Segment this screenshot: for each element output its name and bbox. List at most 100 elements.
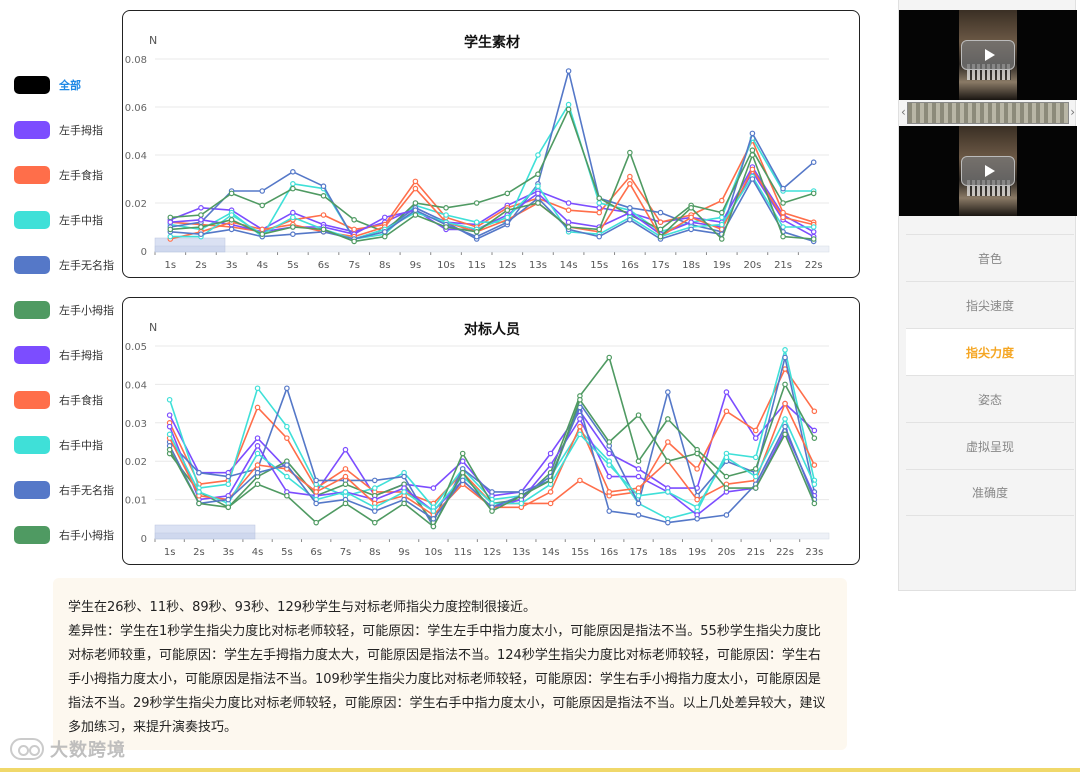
data-point (473, 233, 480, 240)
legend-swatch (14, 390, 50, 409)
menu-item[interactable]: 虚拟呈现 (906, 422, 1074, 469)
legend-item[interactable]: 左手中指 (14, 197, 119, 242)
data-point (811, 500, 818, 507)
data-point (371, 508, 378, 514)
data-point (228, 190, 235, 197)
data-point (166, 446, 173, 453)
legend-item[interactable]: 左手小拇指 (14, 287, 119, 332)
data-point (565, 106, 572, 113)
data-point (430, 516, 437, 522)
y-tick-label: 0.06 (125, 103, 147, 114)
data-point (752, 473, 759, 480)
x-tick-label: 8s (379, 260, 391, 271)
data-point (694, 496, 700, 503)
data-point (342, 489, 349, 495)
data-point (518, 500, 525, 507)
video-scrubber[interactable] (901, 102, 1075, 124)
data-point (665, 519, 671, 526)
legend-item[interactable]: 左手无名指 (14, 242, 119, 287)
legend-label: 左手拇指 (59, 123, 103, 137)
data-point (259, 231, 266, 238)
data-point (351, 217, 357, 223)
summary-similarity: 学生在26秒、11秒、89秒、93秒、129秒学生与对标老师指尖力度控制很接近。 (68, 600, 536, 615)
data-point (657, 219, 664, 226)
data-point (290, 185, 296, 192)
data-point (718, 221, 725, 228)
data-point (718, 236, 725, 242)
legend-swatch (14, 165, 50, 184)
data-point (782, 381, 788, 388)
legend-item[interactable]: 右手拇指 (14, 332, 119, 377)
benchmark-video[interactable] (899, 126, 1077, 216)
data-point (284, 385, 290, 392)
data-point (504, 219, 511, 226)
data-point (381, 233, 388, 240)
data-point (723, 389, 730, 395)
data-point (723, 485, 730, 491)
legend-item[interactable]: 左手拇指 (14, 107, 119, 152)
data-point (518, 492, 525, 499)
legend-item[interactable]: 全部 (14, 62, 119, 107)
data-point (635, 412, 642, 418)
x-tick-label: 7s (348, 260, 360, 271)
legend-item[interactable]: 右手小拇指 (14, 512, 119, 557)
data-point (752, 435, 759, 441)
data-point (401, 489, 407, 495)
x-tick-label: 4s (252, 547, 264, 558)
menu-item[interactable]: 准确度 (906, 469, 1074, 516)
legend-item[interactable]: 右手中指 (14, 422, 119, 467)
data-point (752, 466, 759, 472)
play-button[interactable] (961, 156, 1015, 186)
data-point (371, 485, 378, 491)
legend-item[interactable]: 左手食指 (14, 152, 119, 197)
x-tick-label: 21s (747, 547, 765, 558)
y-axis-unit: N (149, 321, 157, 334)
legend-label: 左手中指 (59, 213, 103, 227)
data-point (225, 496, 232, 503)
x-tick-label: 17s (630, 547, 648, 558)
data-point (657, 233, 664, 240)
data-point (430, 523, 437, 530)
x-tick-label: 19s (713, 260, 731, 271)
data-point (780, 214, 786, 221)
data-point (535, 200, 541, 206)
legend-item[interactable]: 右手无名指 (14, 467, 119, 512)
data-point (606, 439, 613, 445)
data-point (688, 226, 694, 233)
legend-label: 左手小拇指 (59, 303, 114, 317)
menu-item[interactable]: 音色 (906, 234, 1074, 281)
data-point (320, 183, 327, 190)
data-point (535, 190, 541, 197)
data-point (342, 500, 349, 507)
data-point (635, 485, 642, 491)
watermark: 大数跨境 (10, 736, 126, 762)
x-tick-label: 6s (318, 260, 330, 271)
menu-item[interactable]: 指尖力度 (906, 328, 1074, 375)
legend-swatch (14, 255, 50, 274)
data-point (627, 217, 633, 223)
data-point (504, 214, 511, 221)
play-icon (984, 49, 995, 61)
x-tick-label: 22s (776, 547, 794, 558)
chart-benchmark: 对标人员 N 0 0.01 0.02 0.03 0.04 0.05 1s 2s 3s 4s 5s 6s 7s… (125, 321, 830, 558)
data-point (225, 504, 232, 511)
menu-item[interactable]: 指尖速度 (906, 281, 1074, 328)
data-point (694, 450, 700, 457)
data-point (810, 159, 817, 166)
student-video[interactable] (899, 10, 1077, 100)
data-point (627, 149, 633, 156)
data-point (459, 477, 466, 484)
legend-item[interactable]: 右手食指 (14, 377, 119, 422)
data-point (290, 224, 296, 230)
play-button[interactable] (961, 40, 1015, 70)
data-point (313, 500, 319, 507)
data-point (342, 481, 349, 488)
y-tick-label: 0.02 (125, 199, 147, 210)
data-point (489, 508, 495, 514)
data-point (320, 226, 327, 233)
data-point (577, 396, 583, 403)
data-point (167, 219, 174, 226)
data-point (412, 212, 419, 218)
menu-item[interactable]: 姿态 (906, 375, 1074, 422)
